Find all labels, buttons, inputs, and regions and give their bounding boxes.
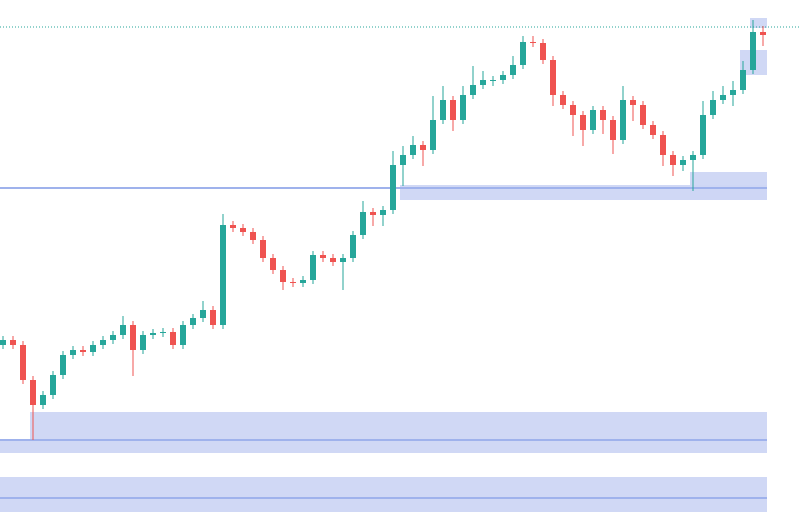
- candle-body: [630, 100, 636, 105]
- zone: [30, 412, 767, 440]
- candle-body: [640, 105, 646, 125]
- candle-body: [650, 125, 656, 135]
- candle-body: [10, 340, 16, 345]
- candle-body: [170, 332, 176, 345]
- candle-body: [520, 42, 526, 65]
- candle-body: [310, 255, 316, 280]
- candle-body: [720, 95, 726, 100]
- candle-body: [460, 95, 466, 120]
- candle-body: [530, 42, 536, 43]
- candle-body: [440, 100, 446, 120]
- candle-body: [320, 255, 326, 258]
- candle-body: [300, 280, 306, 283]
- candle-body: [730, 90, 736, 95]
- candle-body: [250, 232, 256, 240]
- candle-body: [200, 310, 206, 318]
- candle-body: [360, 212, 366, 235]
- candle-body: [610, 120, 616, 140]
- candle-body: [430, 120, 436, 150]
- candle-body: [150, 333, 156, 335]
- candle-body: [130, 325, 136, 350]
- candle-body: [560, 95, 566, 105]
- candle-body: [410, 145, 416, 155]
- candle-body: [620, 100, 626, 140]
- candle-body: [40, 395, 46, 405]
- candle-body: [290, 282, 296, 283]
- zone: [0, 477, 767, 512]
- candle-body: [580, 115, 586, 130]
- candle-body: [180, 325, 186, 345]
- candle-body: [220, 225, 226, 325]
- candle-body: [350, 235, 356, 258]
- candle-body: [700, 115, 706, 155]
- candle-body: [600, 110, 606, 120]
- candle-body: [570, 105, 576, 115]
- candle-body: [20, 345, 26, 380]
- candle-body: [740, 70, 746, 90]
- zone: [0, 440, 767, 453]
- candle-body: [370, 212, 376, 215]
- candle-body: [240, 228, 246, 232]
- candle-body: [670, 155, 676, 165]
- candle-body: [260, 240, 266, 258]
- candle-body: [70, 350, 76, 355]
- candle-body: [710, 100, 716, 115]
- candle-body: [500, 75, 506, 80]
- candle-body: [330, 258, 336, 262]
- candle-body: [760, 32, 766, 35]
- candle-body: [510, 65, 516, 75]
- candle-body: [90, 345, 96, 352]
- candle-body: [480, 80, 486, 85]
- candle-body: [450, 100, 456, 120]
- candle-body: [590, 110, 596, 130]
- zone: [750, 18, 767, 28]
- candle-body: [210, 310, 216, 325]
- candle-body: [390, 165, 396, 210]
- candle-body: [30, 380, 36, 405]
- candle-body: [110, 335, 116, 340]
- candle-body: [100, 340, 106, 345]
- candle-body: [50, 375, 56, 395]
- candle-body: [270, 258, 276, 270]
- candle-body: [470, 85, 476, 95]
- candle-body: [230, 225, 236, 228]
- candle-body: [80, 350, 86, 352]
- candle-body: [160, 332, 166, 333]
- candle-body: [550, 60, 556, 95]
- candle-body: [490, 80, 496, 81]
- candle-body: [660, 135, 666, 155]
- candle-body: [340, 258, 346, 262]
- candle-body: [400, 155, 406, 165]
- candle-body: [120, 325, 126, 335]
- candle-body: [420, 145, 426, 150]
- candle-body: [0, 340, 6, 345]
- candle-body: [140, 335, 146, 350]
- candle-body: [680, 160, 686, 165]
- candle-body: [60, 355, 66, 375]
- candle-body: [190, 318, 196, 325]
- candle-body: [280, 270, 286, 282]
- candle-body: [540, 43, 546, 60]
- candle-body: [690, 155, 696, 160]
- candle-body: [750, 32, 756, 70]
- candle-body: [380, 210, 386, 215]
